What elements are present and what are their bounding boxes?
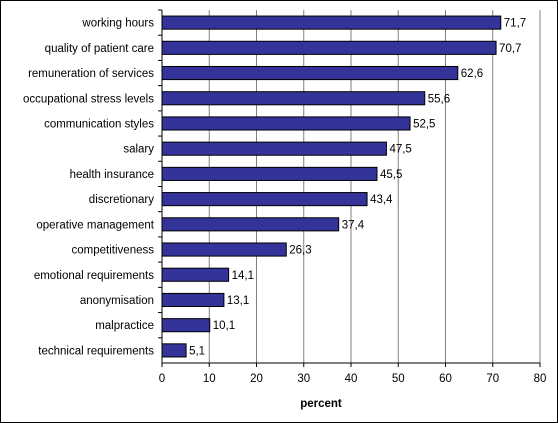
bar [161, 91, 426, 106]
value-label: 43,4 [370, 194, 393, 206]
bar [161, 141, 387, 156]
value-label: 52,5 [413, 118, 435, 130]
value-labels: 71,7 70,7 62,6 55,6 52,5 47,5 45,5 43,4 37,4 26,3… [189, 18, 526, 358]
x-axis-label: percent [300, 398, 342, 410]
category-label: communication styles [44, 118, 154, 130]
gridlines [158, 9, 541, 367]
x-tick-label: 20 [250, 373, 263, 385]
category-label: working hours [81, 18, 154, 30]
x-tick-label: 80 [534, 373, 547, 385]
category-label: discretionary [89, 194, 154, 206]
category-label: malpractice [95, 320, 154, 332]
x-tick-label: 10 [203, 373, 216, 385]
value-label: 13,1 [227, 295, 249, 307]
value-label: 45,5 [380, 169, 402, 181]
category-label: occupational stress levels [23, 93, 154, 105]
bar [161, 292, 225, 308]
bar [161, 192, 368, 207]
category-label: operative management [36, 219, 154, 231]
bar [161, 242, 287, 257]
value-label: 47,5 [389, 144, 411, 156]
bar [161, 343, 187, 358]
x-tick-label: 30 [297, 373, 310, 385]
value-label: 70,7 [499, 43, 521, 55]
x-tick-label: 40 [345, 373, 358, 385]
value-label: 10,1 [213, 320, 235, 332]
x-tick-label: 70 [486, 373, 499, 385]
category-label: anonymisation [80, 295, 154, 307]
bar [161, 318, 211, 333]
category-labels: working hours quality of patient care remu… [23, 18, 155, 358]
bar [161, 116, 411, 131]
bar [161, 65, 459, 81]
bar [161, 40, 497, 55]
x-tick-label: 60 [439, 373, 452, 385]
category-label: competitiveness [72, 245, 155, 257]
value-label: 55,6 [428, 93, 450, 105]
value-label: 26,3 [289, 245, 311, 257]
category-label: health insurance [70, 169, 154, 181]
x-tick-label: 50 [392, 373, 405, 385]
bar [161, 166, 378, 181]
category-label: salary [123, 144, 154, 156]
bars [161, 15, 502, 358]
bar [161, 217, 340, 232]
value-label: 5,1 [189, 345, 205, 357]
category-label: technical requirements [38, 345, 154, 357]
bar [161, 267, 230, 282]
bar [161, 15, 502, 30]
category-label: emotional requirements [34, 270, 154, 282]
value-label: 71,7 [504, 18, 526, 30]
x-tick-labels: 0 10 20 30 40 50 60 70 80 [159, 373, 547, 385]
value-label: 62,6 [461, 68, 483, 80]
x-tick-label: 0 [159, 373, 165, 385]
category-label: quality of patient care [45, 43, 154, 55]
category-label: remuneration of services [28, 68, 154, 80]
value-label: 37,4 [342, 219, 365, 231]
value-label: 14,1 [232, 270, 254, 282]
